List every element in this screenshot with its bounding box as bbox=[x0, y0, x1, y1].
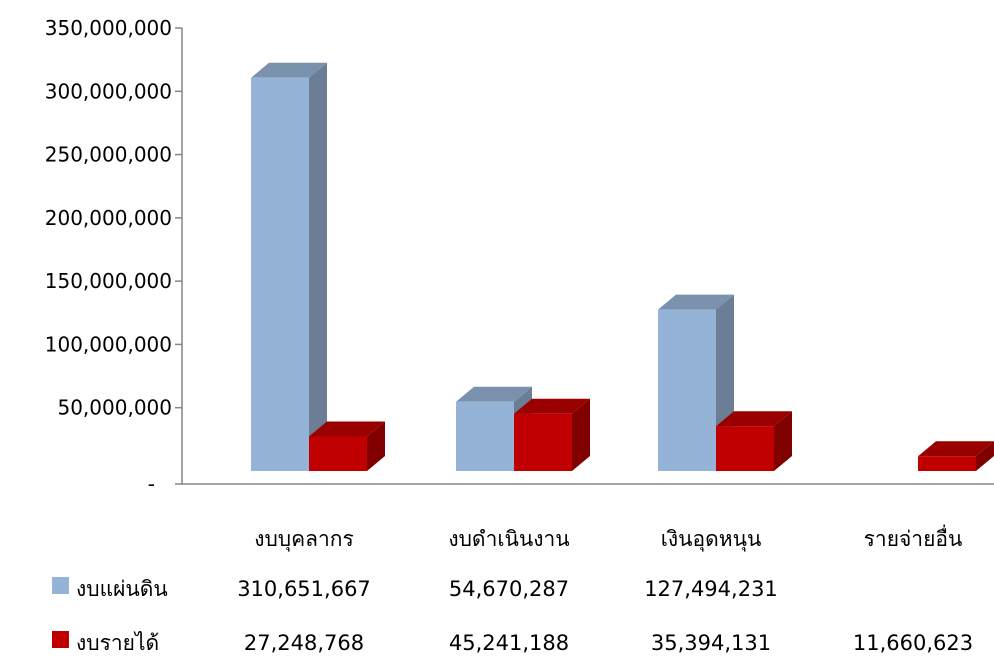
table-cell-value: 127,494,231 bbox=[644, 577, 778, 601]
category-labels: งบบุคลากร งบดำเนินงาน เงินอุดหนุน รายจ่ายอื… bbox=[254, 524, 962, 552]
legend-swatch bbox=[52, 577, 69, 594]
bar-side bbox=[976, 441, 994, 471]
bar-revenue-budget bbox=[918, 441, 994, 471]
bar-front bbox=[918, 456, 976, 471]
bar-front bbox=[456, 401, 514, 471]
table-cell-value: 35,394,131 bbox=[651, 631, 771, 655]
table-cell-value: 54,670,287 bbox=[449, 577, 569, 601]
bar-front bbox=[514, 413, 572, 471]
y-tick-label: 250,000,000 bbox=[45, 143, 172, 167]
bar-front bbox=[309, 436, 367, 471]
bars bbox=[251, 62, 994, 472]
bar-top bbox=[716, 411, 792, 427]
legend-label: งบรายได้ bbox=[76, 631, 159, 655]
bar-front bbox=[251, 77, 309, 472]
table-cell-value: 45,241,188 bbox=[449, 631, 569, 655]
bar-revenue-budget bbox=[514, 398, 590, 471]
legend-label: งบแผ่นดิน bbox=[76, 577, 168, 601]
bar-top bbox=[309, 421, 385, 437]
y-tick-label: 50,000,000 bbox=[57, 396, 172, 420]
data-table: งบแผ่นดิน 310,651,667 54,670,287 127,494,23… bbox=[52, 577, 973, 655]
bar-top bbox=[456, 386, 532, 402]
category-label: เงินอุดหนุน bbox=[661, 527, 762, 552]
y-axis-ticks: - 50,000,000 100,000,000 150,000,000 200,000… bbox=[45, 16, 182, 496]
bar-side bbox=[367, 421, 385, 471]
table-cell-value: 11,660,623 bbox=[853, 631, 973, 655]
table-cell-value: 27,248,768 bbox=[244, 631, 364, 655]
bar-side bbox=[309, 62, 327, 472]
bar-top bbox=[658, 294, 734, 310]
y-tick-label: 350,000,000 bbox=[45, 16, 172, 40]
bar-front bbox=[716, 426, 774, 471]
bar-front bbox=[658, 309, 716, 471]
y-tick-label: - bbox=[148, 472, 155, 496]
bar-revenue-budget bbox=[716, 411, 792, 471]
bar-revenue-budget bbox=[309, 421, 385, 471]
legend-swatch bbox=[52, 631, 69, 648]
bar-state-budget bbox=[251, 62, 327, 472]
category-label: งบดำเนินงาน bbox=[448, 527, 569, 551]
bar-side bbox=[774, 411, 792, 471]
table-cell-value: 310,651,667 bbox=[237, 577, 371, 601]
bar-top bbox=[251, 62, 327, 78]
y-tick-label: 300,000,000 bbox=[45, 79, 172, 103]
category-label: งบบุคลากร bbox=[254, 527, 354, 552]
bar-top bbox=[514, 398, 590, 414]
bar-side bbox=[572, 398, 590, 471]
y-tick-label: 150,000,000 bbox=[45, 269, 172, 293]
bar-top bbox=[918, 441, 994, 457]
category-label: รายจ่ายอื่น bbox=[864, 524, 963, 551]
y-tick-label: 200,000,000 bbox=[45, 206, 172, 230]
y-tick-label: 100,000,000 bbox=[45, 332, 172, 356]
